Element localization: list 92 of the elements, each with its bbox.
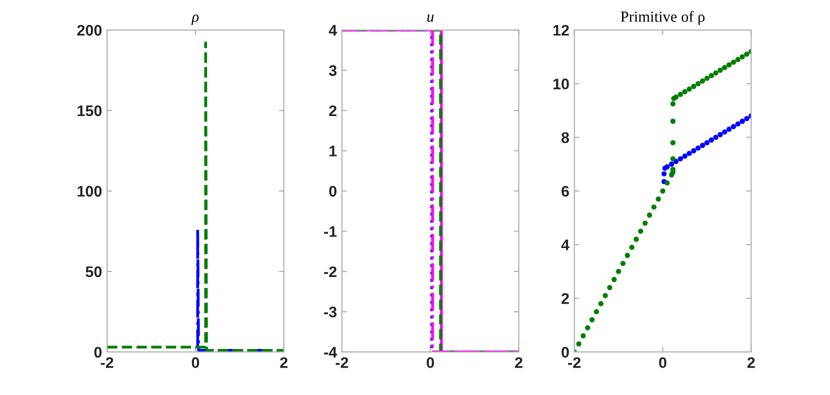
point (646, 212, 652, 218)
point (634, 236, 639, 242)
y-tick-label: 3 (328, 65, 337, 76)
point (670, 140, 676, 146)
point (713, 70, 718, 76)
point (670, 156, 676, 162)
point (678, 156, 684, 162)
point (607, 284, 612, 290)
point (708, 137, 714, 143)
point (704, 140, 710, 146)
y-tick-label: 2 (562, 293, 569, 304)
point (602, 293, 608, 298)
point (730, 60, 736, 65)
point (580, 333, 586, 338)
chart-title: Primitive of ρ (620, 10, 705, 25)
point (686, 86, 692, 92)
y-tick-label: 200 (77, 24, 102, 36)
point (651, 204, 657, 210)
y-tick-label: 4 (561, 240, 570, 250)
y-tick-label: 150 (78, 105, 102, 116)
y-tick-label: 10 (553, 78, 569, 90)
point (730, 124, 736, 130)
y-tick-label: -2 (324, 266, 336, 277)
point (722, 129, 728, 135)
x-tick-label: -2 (100, 357, 114, 368)
point (708, 73, 714, 78)
x-tick-label: 2 (515, 357, 522, 368)
point (594, 309, 600, 314)
y-tick-label: -3 (324, 306, 337, 318)
point (661, 171, 667, 176)
y-tick-label: 1 (330, 146, 337, 156)
point (691, 84, 696, 89)
y-tick-label: 12 (553, 24, 569, 36)
x-tick-label: 0 (426, 357, 434, 368)
point (585, 325, 590, 330)
point (740, 54, 745, 60)
point (678, 92, 684, 98)
x-tick-label: 2 (280, 357, 288, 368)
point (673, 94, 679, 100)
point (682, 89, 688, 94)
point (722, 64, 728, 70)
point (670, 101, 676, 106)
point (576, 341, 582, 346)
y-tick-label: -1 (324, 226, 337, 237)
y-tick-label: 6 (562, 186, 569, 197)
point (726, 62, 732, 68)
point (598, 301, 604, 306)
chart-title: ρ (191, 14, 199, 25)
point (616, 268, 622, 274)
point (664, 164, 670, 170)
point (740, 118, 745, 124)
point (612, 276, 617, 282)
point (638, 228, 644, 234)
point (696, 81, 701, 86)
y-tick-label: 50 (86, 266, 102, 278)
point (682, 154, 688, 159)
y-tick-label: -4 (324, 346, 338, 358)
y-tick-label: 0 (562, 346, 569, 358)
point (744, 116, 750, 122)
y-tick-label: 8 (561, 132, 570, 144)
chart-title: u (427, 14, 434, 22)
point (624, 252, 630, 258)
y-tick-label: 0 (329, 186, 336, 197)
point (704, 76, 710, 81)
point (660, 188, 666, 194)
point (696, 145, 701, 151)
x-tick-label: 0 (659, 357, 666, 368)
point (713, 134, 718, 140)
point (656, 196, 661, 202)
x-tick-label: 2 (747, 357, 755, 368)
point (735, 121, 740, 127)
y-tick-label: 0 (94, 346, 102, 358)
point (668, 162, 674, 167)
point (691, 148, 696, 154)
point (629, 244, 634, 250)
point (735, 56, 740, 62)
y-tick-label: 100 (78, 186, 102, 197)
point (670, 118, 676, 124)
point (744, 52, 750, 57)
point (700, 78, 706, 84)
x-tick-label: 0 (192, 357, 200, 368)
point (589, 317, 595, 322)
y-tick-label: 2 (329, 105, 336, 116)
point (686, 150, 692, 156)
point (620, 260, 626, 266)
point (642, 220, 648, 226)
point (664, 180, 670, 186)
y-tick-label: 4 (328, 25, 338, 36)
point (700, 142, 706, 148)
point (726, 126, 732, 132)
point (718, 68, 723, 73)
point (718, 132, 723, 138)
